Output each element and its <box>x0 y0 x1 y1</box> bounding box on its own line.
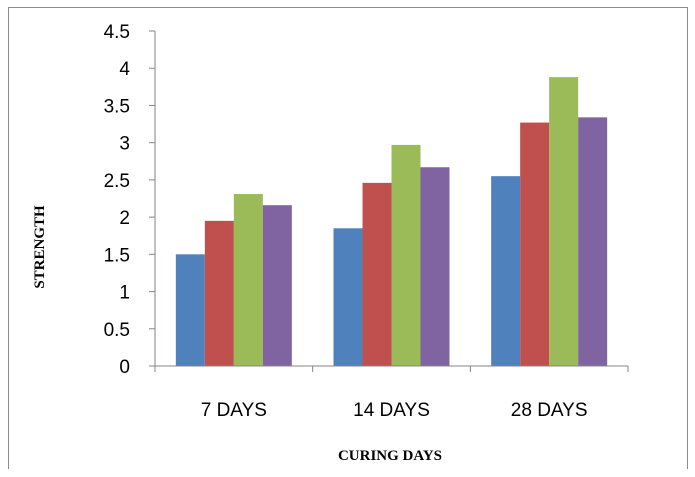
bar-series-3-3 <box>549 77 579 367</box>
y-tick-label: 0 <box>119 357 130 378</box>
x-category-label: 28 DAYS <box>511 400 588 421</box>
x-axis-title: CURING DAYS <box>338 448 442 464</box>
y-tick-label: 0.5 <box>104 320 130 341</box>
x-category-label: 14 DAYS <box>353 400 430 421</box>
bar-series-4-1 <box>262 205 292 366</box>
x-axis-ticks: 7 DAYS 14 DAYS 28 DAYS <box>154 366 629 421</box>
chart-frame <box>8 7 688 469</box>
y-tick-label: 4.5 <box>104 22 130 43</box>
bar-series-1-2 <box>333 228 363 366</box>
x-category-label: 7 DAYS <box>201 400 267 421</box>
bar-series-1-1 <box>175 254 205 366</box>
y-tick-label: 2.5 <box>104 171 130 192</box>
bar-series-2-1 <box>204 220 234 366</box>
y-tick-label: 3 <box>119 134 130 155</box>
bar-series-3-2 <box>391 144 421 366</box>
bar-series-4-2 <box>420 167 450 366</box>
bars-group <box>175 77 608 367</box>
bar-series-2-2 <box>362 182 392 366</box>
y-tick-label: 1 <box>119 283 130 304</box>
y-axis-title: STRENGTH <box>32 205 48 289</box>
bar-series-3-1 <box>233 194 263 366</box>
bar-series-2-3 <box>520 122 550 366</box>
y-tick-label: 1.5 <box>104 245 130 266</box>
y-tick-label: 3.5 <box>104 96 130 117</box>
y-axis-ticks: 0 0.5 1 1.5 2 2.5 3 3.5 4 4.5 <box>104 22 155 378</box>
bar-series-4-3 <box>578 117 608 366</box>
bar-series-1-3 <box>491 176 521 366</box>
axes-group <box>154 31 628 367</box>
y-tick-label: 4 <box>119 59 130 80</box>
y-tick-label: 2 <box>119 208 130 229</box>
